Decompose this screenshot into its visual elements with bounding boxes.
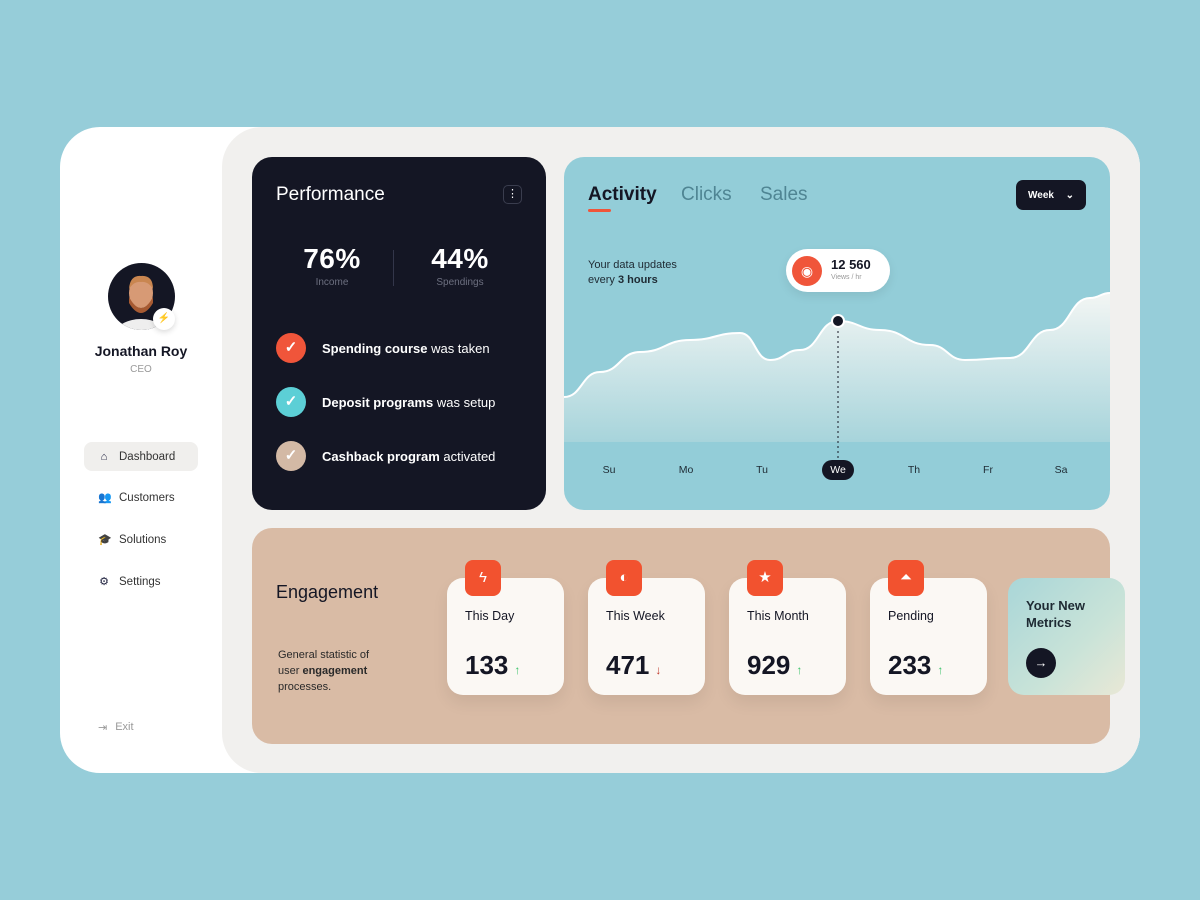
divider — [393, 250, 394, 286]
metric-card-this-week[interactable]: ◐ This Week 471 ↓ — [588, 560, 705, 695]
active-tab-indicator — [588, 209, 611, 212]
users-icon: 👥 — [98, 492, 112, 504]
desc-text: General statistic of user — [278, 649, 370, 677]
metric-value: 471 — [606, 650, 650, 680]
stat-label: Income — [315, 277, 349, 288]
sidebar-item-label: Dashboard — [119, 450, 176, 463]
metric-card-this-day[interactable]: ϟ This Day 133 ↑ — [447, 560, 564, 695]
day-mo[interactable]: Mo — [678, 464, 694, 476]
update-text: Your data updates — [588, 259, 677, 271]
task-bold: Spending course — [322, 340, 428, 356]
desc-text: processes. — [278, 681, 332, 693]
stat-value: 44% — [431, 243, 489, 274]
engagement-description: General statistic of user engagement pro… — [278, 647, 388, 695]
sidebar-item-label: Solutions — [119, 533, 167, 546]
lightning-icon: ϟ — [465, 560, 501, 596]
arrow-right-icon[interactable]: → — [1026, 648, 1056, 678]
day-th[interactable]: Th — [907, 464, 921, 476]
metric-label: This Week — [606, 609, 665, 623]
sidebar-item-settings[interactable]: ⚙ Settings — [84, 567, 198, 596]
task-text: was setup — [433, 394, 496, 410]
metric-card-pending[interactable]: ⏶ Pending 233 ↑ — [870, 560, 987, 695]
user-name: Jonathan Roy — [94, 343, 188, 359]
spendings-stat: 44% Spendings — [405, 243, 515, 288]
metric-value: 133 — [465, 650, 509, 680]
half-circle-icon: ◐ — [606, 560, 642, 596]
income-stat: 76% Income — [277, 243, 387, 288]
metric-label: This Month — [747, 609, 809, 623]
desc-bold: engagement — [302, 665, 368, 677]
update-interval: 3 hours — [617, 274, 658, 286]
new-metrics-title: Your New Metrics — [1026, 598, 1085, 630]
task-item[interactable]: ✓ Deposit programs was setup — [276, 387, 495, 417]
engagement-card: Engagement General statistic of user eng… — [252, 528, 1125, 744]
sidebar-item-dashboard[interactable]: ⌂ Dashboard — [84, 442, 198, 471]
exit-icon: ⇥ — [98, 722, 108, 734]
sidebar-item-customers[interactable]: 👥 Customers — [84, 483, 198, 512]
metric-label: Pending — [888, 609, 934, 623]
task-text: was taken — [427, 340, 490, 356]
day-sa[interactable]: Sa — [1054, 464, 1068, 476]
check-icon: ✓ — [276, 333, 306, 363]
update-info: Your data updates every 3 hours — [588, 258, 677, 288]
metric-card-this-month[interactable]: ★ This Month 929 ↑ — [729, 560, 846, 695]
day-tu[interactable]: Tu — [756, 464, 768, 476]
views-tooltip: ◉ 12 560 Views / hr — [786, 249, 890, 292]
performance-title: Performance — [276, 184, 385, 205]
new-metrics-card[interactable]: Your New Metrics → — [1008, 578, 1125, 695]
tooltip-value: 12 560 — [831, 257, 871, 272]
star-icon: ★ — [747, 560, 783, 596]
arrow-up-icon: ↑ — [514, 663, 521, 677]
engagement-title: Engagement — [276, 582, 379, 602]
activity-badge-icon[interactable]: ⚡ — [153, 308, 175, 330]
arrow-up-icon: ↑ — [796, 663, 803, 677]
arrow-up-icon: ↑ — [937, 663, 944, 677]
tooltip-unit: Views / hr — [831, 274, 862, 281]
performance-card: Performance ⋮ 76% Income 44% Spendings ✓ Sp… — [252, 157, 546, 510]
chevron-down-icon: ⌄ — [1065, 189, 1074, 201]
metric-value: 233 — [888, 650, 932, 680]
task-item[interactable]: ✓ Spending course was taken — [276, 333, 490, 363]
day-su[interactable]: Su — [602, 464, 616, 476]
check-icon: ✓ — [276, 387, 306, 417]
sidebar-item-label: Customers — [119, 491, 175, 504]
task-bold: Cashback program — [322, 448, 440, 464]
period-value: Week — [1028, 189, 1054, 201]
task-bold: Deposit programs — [322, 394, 434, 410]
tab-clicks[interactable]: Clicks — [681, 184, 732, 205]
eye-icon: ◉ — [792, 256, 822, 286]
arrow-down-icon: ↓ — [655, 663, 662, 677]
task-text: activated — [439, 448, 496, 464]
exit-button[interactable]: ⇥ Exit — [98, 721, 134, 734]
gear-icon: ⚙ — [99, 576, 109, 588]
sidebar-item-solutions[interactable]: 🎓 Solutions — [84, 525, 198, 554]
more-options-icon[interactable]: ⋮ — [503, 185, 522, 204]
day-we[interactable]: We — [822, 460, 854, 480]
home-icon: ⌂ — [100, 450, 108, 463]
focus-point[interactable] — [831, 314, 845, 328]
exit-label: Exit — [115, 721, 134, 733]
period-select[interactable]: Week ⌄ — [1016, 180, 1086, 210]
check-icon: ✓ — [276, 441, 306, 471]
chart-area — [564, 293, 1110, 442]
sidebar-item-label: Settings — [119, 575, 161, 588]
tab-activity[interactable]: Activity — [588, 184, 657, 205]
metric-value: 929 — [747, 650, 791, 680]
day-fr[interactable]: Fr — [983, 464, 993, 476]
update-prefix: every — [588, 274, 618, 286]
activity-area-chart — [564, 292, 1110, 460]
activity-card: Activity Clicks Sales Week ⌄ Your data up… — [564, 157, 1110, 510]
double-arrow-up-icon: ⏶ — [888, 560, 924, 596]
stat-label: Spendings — [436, 277, 484, 288]
metric-label: This Day — [465, 609, 515, 623]
task-item[interactable]: ✓ Cashback program activated — [276, 441, 495, 471]
user-role: CEO — [130, 364, 152, 375]
graduation-cap-icon: 🎓 — [98, 534, 112, 546]
stat-value: 76% — [303, 243, 361, 274]
tab-sales[interactable]: Sales — [760, 184, 808, 205]
